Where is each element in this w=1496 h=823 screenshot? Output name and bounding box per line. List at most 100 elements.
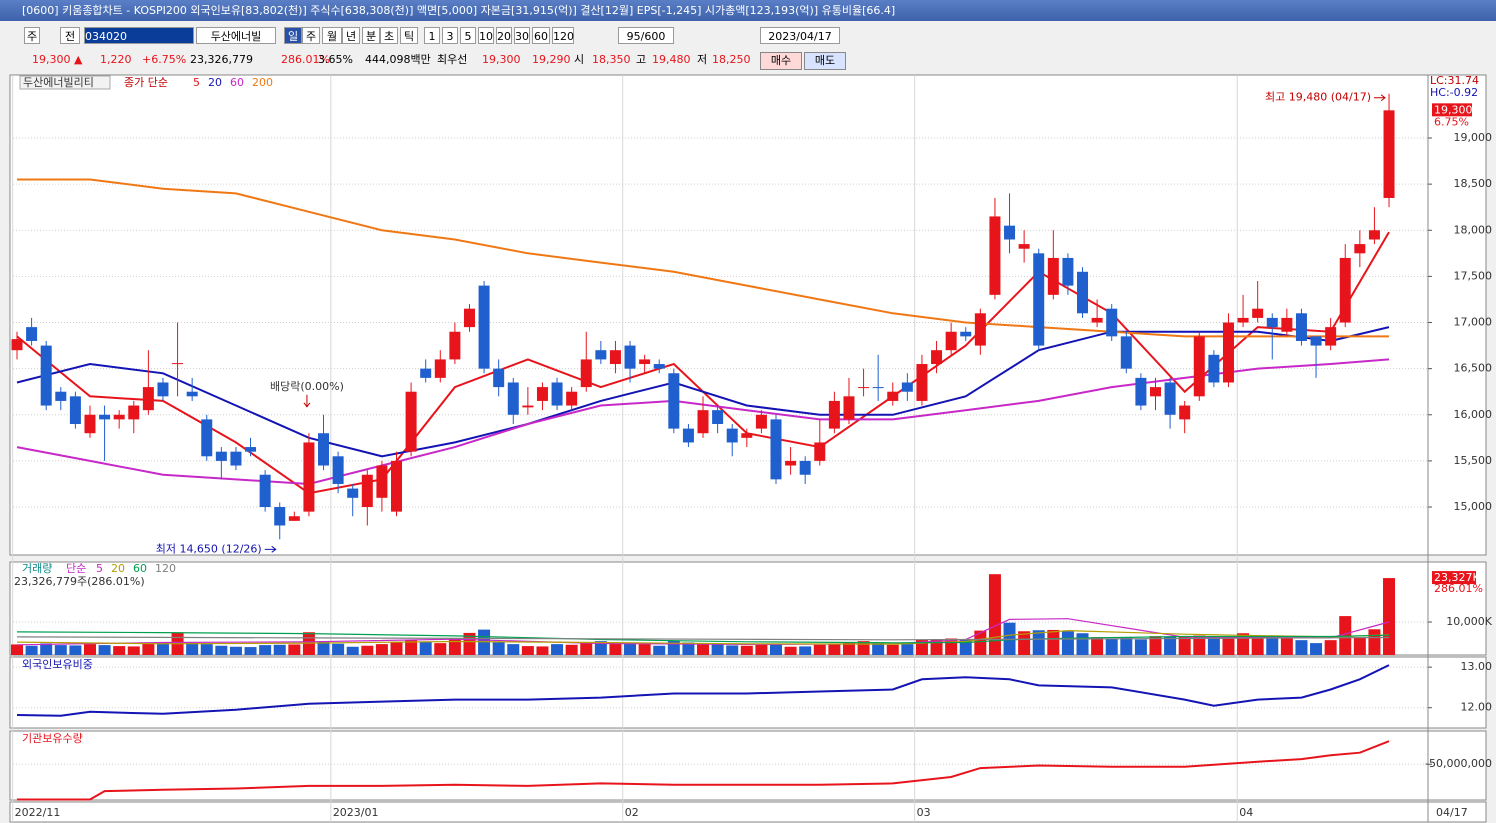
volume-bar [259,645,272,655]
info-value: 19,300 [482,53,521,66]
toolbar-button[interactable]: 2023/04/17 [760,27,840,44]
toolbar-button[interactable]: 30 [514,27,530,44]
legend-entry: 5 [96,562,103,575]
candle-body [84,414,96,434]
volume-bar [1310,643,1323,655]
annotation-arrow [303,394,311,408]
candle-body [1295,313,1307,341]
candle-body [1033,253,1045,346]
toolbar-button[interactable]: 두산에너빌 [196,27,276,44]
candle-body [99,414,111,420]
info-value: 23,326,779 [190,53,253,66]
legend-title: 종가 단순 [124,76,168,89]
toolbar-button[interactable]: 주 [24,27,40,44]
info-value: 444,098백만 [365,53,431,66]
volume-bar [697,643,710,655]
candle-body [609,350,621,365]
volume-bar [1061,631,1074,655]
volume-average [16,631,1390,644]
volume-bar [1324,640,1337,655]
order-button[interactable]: 매도 [804,52,846,70]
candle-body [1252,308,1264,318]
toolbar-button[interactable]: 주 [302,27,320,44]
candle-body [245,447,257,452]
toolbar-button[interactable]: 3 [442,27,458,44]
y-tick-label: 18,000 [1454,223,1493,236]
volume-bar [1076,633,1089,655]
candle-body [69,396,81,424]
candle-body [463,308,475,328]
candle-body [361,474,373,508]
volume-bar [521,646,534,655]
info-value: 저 [697,53,708,66]
toolbar-button[interactable]: 전 [60,27,80,44]
annotation-arrow [264,545,277,553]
candle-body [1091,317,1103,323]
annotation-arrow [1374,94,1386,102]
legend-name: 두산에너빌리티 [23,76,94,89]
candle-body [814,442,826,461]
toolbar-button[interactable]: 월 [322,27,342,44]
toolbar: 주 전 034020 두산에너빌 일 주 월 년 분 초 틱 1 3 5 10 20 30 60 120 95/600… [0,24,1496,48]
toolbar-button[interactable]: 95/600 [618,27,674,44]
candle-body [566,391,578,406]
candle-body [26,327,38,341]
candle-body [449,331,461,360]
x-tick-label: 02 [625,806,639,819]
panel [9,74,1487,556]
toolbar-button[interactable]: 분 [362,27,380,44]
chart: 2022/11 2023/01 02 03 04 04/17 15,000 15,500 16,… [9,74,1493,823]
y-tick-label: -50,000,000 [1425,757,1492,770]
candle-body [478,285,490,369]
toolbar-button[interactable]: 년 [342,27,360,44]
volume-bar [1207,637,1220,655]
volume-bar [1339,616,1352,655]
candle-body [901,382,913,392]
moving-average [16,326,1390,458]
candle-body [726,428,738,443]
volume-bar [609,642,622,655]
toolbar-button[interactable]: 초 [380,27,398,44]
legend-entry: 120 [155,562,176,575]
volume-bar [682,642,695,655]
volume-bar [1134,639,1147,655]
candle-body [157,382,169,397]
toolbar-button[interactable]: 120 [552,27,574,44]
candle-body [755,414,767,429]
toolbar-button[interactable]: 10 [478,27,494,44]
toolbar-button[interactable]: 60 [532,27,550,44]
y-tick-label: 18,500 [1454,177,1493,190]
legend-box [19,75,111,90]
volume-bar [1032,630,1045,655]
candle-body [595,350,607,360]
toolbar-button[interactable]: 일 [284,27,302,44]
volume-bar [901,644,914,655]
volume-bar [142,643,155,655]
volume-bar [959,639,972,655]
candle-body [653,364,665,369]
toolbar-button[interactable]: 틱 [400,27,418,44]
candle-body [1310,336,1322,346]
candle-body [405,391,417,452]
candle-body [172,363,184,365]
candle-body [434,359,446,378]
y-tick-label: 15,500 [1454,454,1493,467]
x-end-label: 04/17 [1436,806,1468,819]
toolbar-button[interactable]: 20 [496,27,512,44]
candle-body [668,373,680,429]
volume-bar [40,643,53,655]
candle-body [1077,271,1089,314]
candle-body [974,313,986,346]
volume-bar [1193,635,1206,655]
candle-body [507,382,519,415]
window-title: [0600] 키움종합차트 - KOSPI200 외국인보유[83,802(천)… [22,4,896,17]
candle-body [580,359,592,388]
order-button[interactable]: 매수 [760,52,802,70]
toolbar-button[interactable]: 1 [424,27,440,44]
toolbar-button[interactable]: 034020 [84,27,194,44]
volume-bar [638,644,651,655]
info-value: 19,300 ▲ [32,53,83,66]
legend-title: 단순 [66,562,86,575]
toolbar-button[interactable]: 5 [460,27,476,44]
candle-body [624,345,636,369]
